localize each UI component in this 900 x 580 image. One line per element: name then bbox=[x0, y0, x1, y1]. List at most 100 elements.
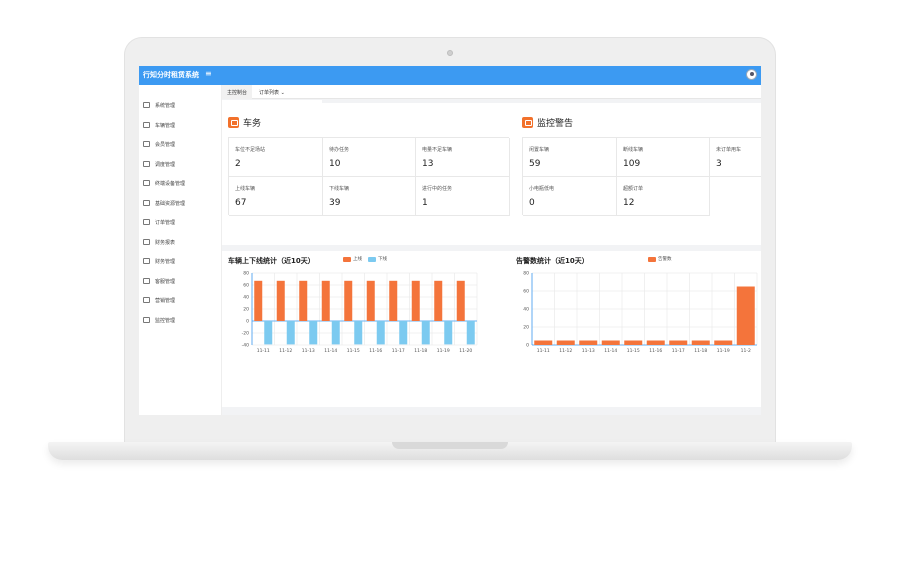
y-tick-label: -40 bbox=[242, 343, 249, 349]
x-tick-label: 11-18 bbox=[414, 348, 427, 354]
x-tick-label: 11-18 bbox=[694, 348, 707, 354]
chevron-down-icon: ⌄ bbox=[280, 90, 285, 96]
headset-icon bbox=[143, 278, 150, 284]
sidebar-item-system[interactable]: 系统管理 bbox=[139, 98, 222, 112]
y-tick-label: 0 bbox=[246, 319, 249, 325]
y-tick-label: 80 bbox=[523, 271, 529, 277]
clock-icon bbox=[143, 258, 150, 264]
stat-value: 109 bbox=[623, 159, 641, 169]
hamburger-icon[interactable]: ≡ bbox=[205, 69, 212, 78]
tab-dashboard[interactable]: 主控制台 bbox=[222, 85, 253, 99]
screen: 行知分时租赁系统 ≡ 系统管理 车辆管理 会员管理 调度管理 终端设备管理 基础… bbox=[139, 66, 761, 415]
bar bbox=[624, 340, 643, 345]
stat-label: 小电瓶低电 bbox=[529, 186, 555, 192]
stat-cell[interactable]: 断线车辆 109 bbox=[617, 138, 710, 177]
section-title: 车务 bbox=[243, 119, 262, 129]
chart-legend: 上线 下线 bbox=[343, 256, 387, 262]
monitor-check-icon bbox=[143, 317, 150, 323]
tab-order-list[interactable]: 订单列表 ⌄ bbox=[254, 85, 290, 99]
bar bbox=[669, 340, 688, 345]
sidebar-item-order[interactable]: 订单管理 bbox=[139, 215, 222, 229]
stat-value: 3 bbox=[716, 159, 722, 169]
monitor-stats-grid: 闲置车辆 59 断线车辆 109 未订单用车 3 小电瓶低电 0 超额订单 12 bbox=[522, 137, 761, 216]
stat-label: 下线车辆 bbox=[329, 186, 350, 192]
resource-icon bbox=[143, 200, 150, 206]
app-title: 行知分时租赁系统 bbox=[143, 71, 199, 79]
stat-cell[interactable]: 下线车辆 39 bbox=[323, 177, 416, 216]
legend-label: 下线 bbox=[378, 257, 387, 262]
avatar[interactable] bbox=[746, 69, 757, 80]
bar bbox=[434, 280, 443, 321]
stat-label: 断线车辆 bbox=[623, 147, 644, 153]
sidebar-item-vehicle[interactable]: 车辆管理 bbox=[139, 118, 222, 132]
stat-cell[interactable]: 电量不足车辆 13 bbox=[416, 138, 510, 177]
charts-panel: 车辆上下线统计（近10天） 上线 下线 80 60 40 20 0 -20 -40 11-11… bbox=[222, 251, 761, 407]
bar bbox=[456, 280, 465, 321]
calendar-icon bbox=[228, 117, 239, 128]
stat-cell[interactable]: 小电瓶低电 0 bbox=[523, 177, 617, 216]
sidebar-item-label: 会员管理 bbox=[155, 141, 176, 148]
y-tick-label: 20 bbox=[243, 307, 249, 313]
stat-value: 13 bbox=[422, 159, 434, 169]
x-tick-label: 11-2 bbox=[741, 348, 751, 354]
stat-cell[interactable]: 闲置车辆 59 bbox=[523, 138, 617, 177]
stat-value: 67 bbox=[235, 198, 247, 208]
laptop-base bbox=[48, 442, 852, 460]
sidebar-item-service[interactable]: 客服管理 bbox=[139, 274, 222, 288]
bar bbox=[376, 321, 385, 345]
bar bbox=[601, 340, 620, 345]
legend-label: 告警数 bbox=[658, 257, 672, 262]
sidebar-item-monitor[interactable]: 监控管理 bbox=[139, 313, 222, 327]
sidebar-item-member[interactable]: 会员管理 bbox=[139, 137, 222, 151]
stat-label: 电量不足车辆 bbox=[422, 147, 453, 153]
sidebar-item-resource[interactable]: 基础资源管理 bbox=[139, 196, 222, 210]
sidebar-item-marketing[interactable]: 营销管理 bbox=[139, 293, 222, 307]
stat-label: 未订单用车 bbox=[716, 147, 742, 153]
y-tick-label: 60 bbox=[523, 289, 529, 295]
bar bbox=[309, 321, 318, 345]
bar bbox=[411, 280, 420, 321]
marketing-icon bbox=[143, 297, 150, 303]
sidebar-item-device[interactable]: 终端设备管理 bbox=[139, 176, 222, 190]
sidebar-item-finance[interactable]: 财务管理 bbox=[139, 254, 222, 268]
bar bbox=[646, 340, 665, 345]
stat-cell[interactable]: 待办任务 10 bbox=[323, 138, 416, 177]
legend-swatch bbox=[648, 256, 656, 262]
bar bbox=[579, 340, 598, 345]
bar bbox=[276, 280, 285, 321]
sidebar-item-label: 财务管理 bbox=[155, 258, 176, 265]
x-tick-label: 11-15 bbox=[347, 348, 360, 354]
stat-value: 1 bbox=[422, 198, 428, 208]
y-tick-label: 20 bbox=[523, 325, 529, 331]
bar bbox=[736, 286, 755, 345]
stat-cell[interactable]: 车位不足场站 2 bbox=[229, 138, 323, 177]
x-tick-label: 11-12 bbox=[559, 348, 572, 354]
y-tick-label: 0 bbox=[526, 343, 529, 349]
y-tick-label: 80 bbox=[243, 271, 249, 277]
stat-cell[interactable]: 上线车辆 67 bbox=[229, 177, 323, 216]
stat-value: 12 bbox=[623, 198, 635, 208]
stat-label: 车位不足场站 bbox=[235, 147, 266, 153]
stat-label: 闲置车辆 bbox=[529, 147, 550, 153]
x-tick-label: 11-16 bbox=[649, 348, 662, 354]
stat-cell[interactable]: 进行中的任务 1 bbox=[416, 177, 510, 216]
y-tick-label: 40 bbox=[243, 295, 249, 301]
main-content: 主控制台 订单列表 ⌄ 车务 车位不足场站 2 待办任务 10 电量不足车辆 13 上… bbox=[222, 85, 761, 415]
sidebar-item-label: 营销管理 bbox=[155, 297, 176, 304]
bar bbox=[354, 321, 363, 345]
stat-cell[interactable]: 未订单用车 3 bbox=[710, 138, 761, 177]
stat-cell[interactable]: 超额订单 12 bbox=[617, 177, 710, 216]
x-tick-label: 11-14 bbox=[324, 348, 337, 354]
legend-swatch bbox=[343, 256, 351, 262]
bar bbox=[344, 280, 353, 321]
x-tick-label: 11-17 bbox=[392, 348, 405, 354]
sidebar-item-label: 车辆管理 bbox=[155, 122, 176, 129]
stat-value: 10 bbox=[329, 159, 341, 169]
sidebar-item-dispatch[interactable]: 调度管理 bbox=[139, 157, 222, 171]
sidebar-item-finance-report[interactable]: 财务报表 bbox=[139, 235, 222, 249]
bar bbox=[366, 280, 375, 321]
x-tick-label: 11-19 bbox=[437, 348, 450, 354]
monitor-icon bbox=[143, 102, 150, 108]
stat-value: 2 bbox=[235, 159, 241, 169]
stat-value: 39 bbox=[329, 198, 341, 208]
